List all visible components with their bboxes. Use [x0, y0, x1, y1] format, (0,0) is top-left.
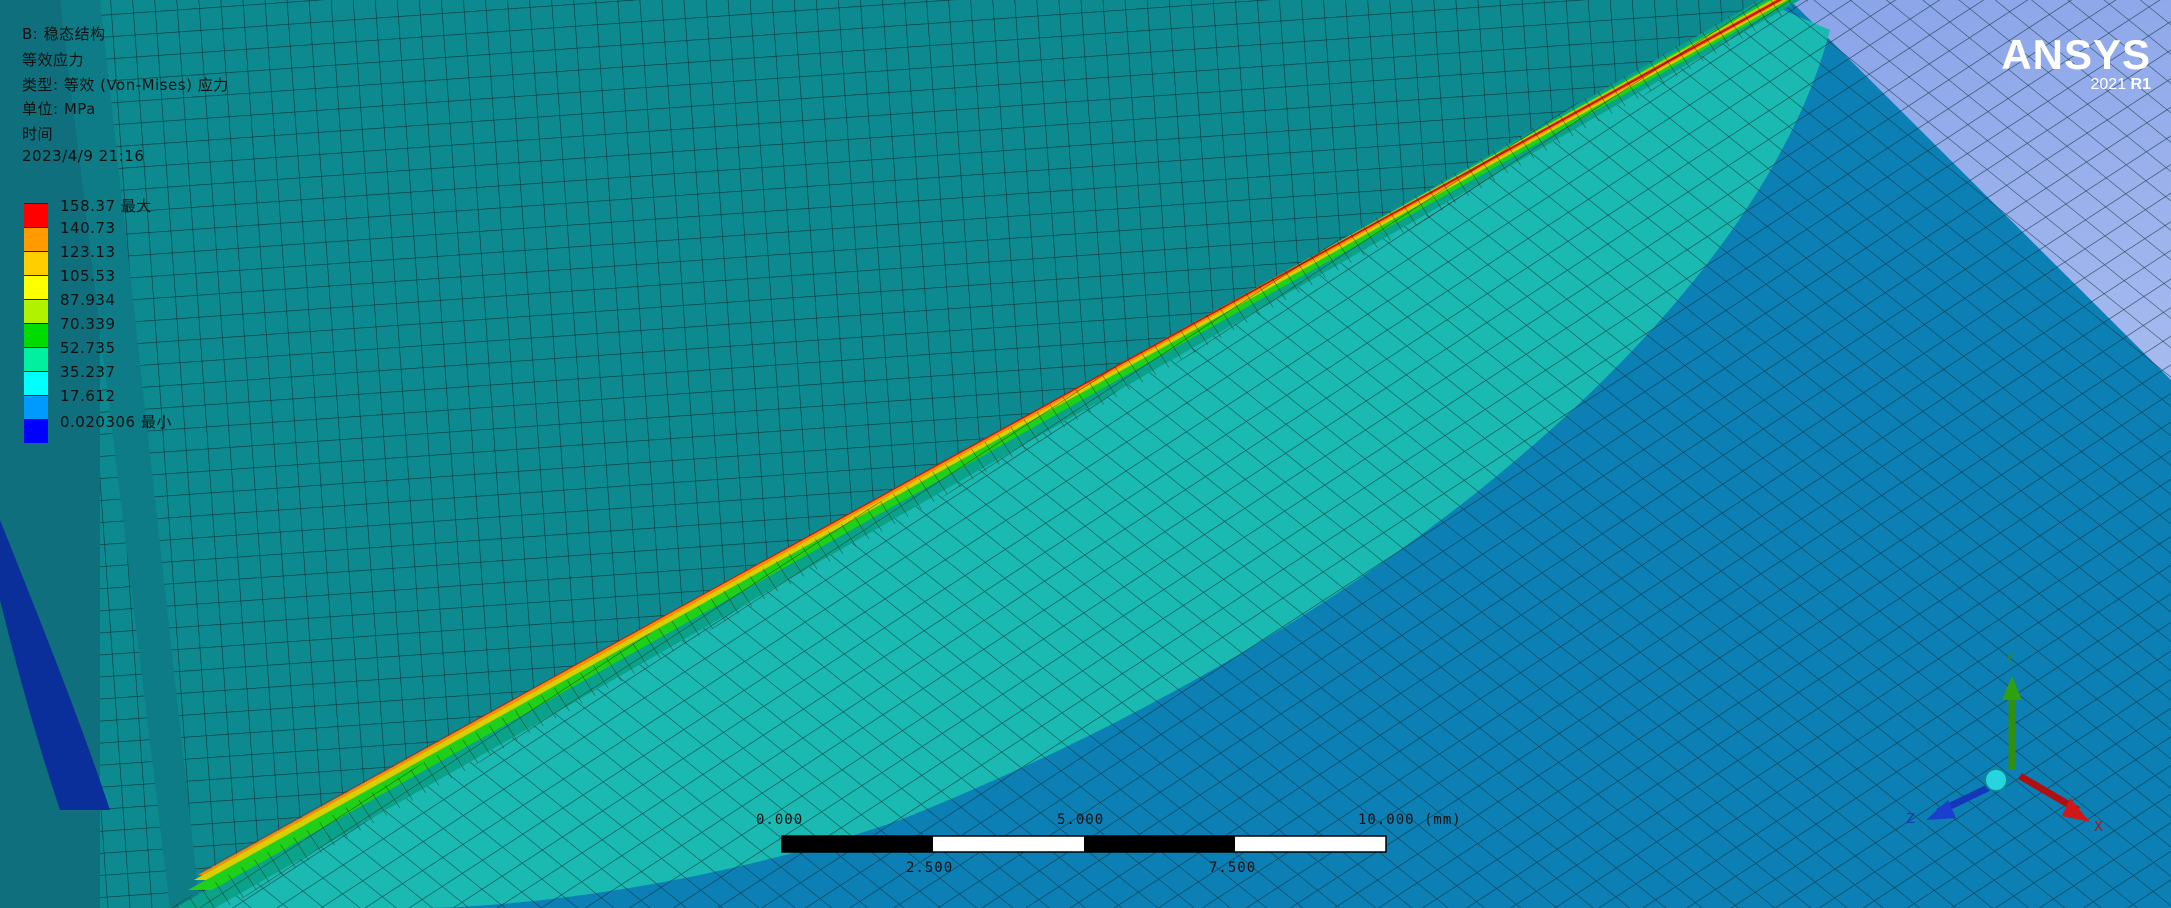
legend-value: 0.020306 最小 [60, 413, 172, 431]
legend-swatch [24, 275, 48, 299]
brand-name: ANSYS [2001, 31, 2151, 78]
scale-label-0: 0.000 [756, 812, 804, 828]
axis-triad [1926, 676, 2090, 822]
result-timestamp: 2023/4/9 21:16 [22, 147, 145, 165]
result-time-label: 时间 [22, 125, 54, 143]
scale-label-2-5: 2.500 [906, 860, 954, 876]
triad-x-label: X [2094, 820, 2103, 835]
legend-swatch [24, 419, 48, 443]
legend-swatch [24, 227, 48, 251]
legend-value: 35.237 [60, 363, 116, 381]
legend-value: 105.53 [60, 267, 116, 285]
brand-version: 2021 R1 [2090, 76, 2152, 93]
triad-z-label: Z [1906, 812, 1915, 827]
scale-label-7-5: 7.500 [1209, 860, 1257, 876]
analysis-name: B: 稳态结构 [22, 25, 106, 43]
legend-swatch [24, 203, 48, 227]
legend-swatch [24, 323, 48, 347]
scale-label-10: 10.000 (mm) [1358, 812, 1462, 828]
legend-value: 140.73 [60, 219, 116, 237]
side-blue-zone [0, 520, 110, 810]
legend-value: 87.934 [60, 291, 116, 309]
legend-swatch [24, 395, 48, 419]
legend-swatch [24, 347, 48, 371]
stress-type: 类型: 等效 (Von-Mises) 应力 [22, 76, 229, 94]
scale-label-5: 5.000 [1057, 812, 1105, 828]
legend-value: 70.339 [60, 315, 116, 333]
scale-bar [781, 835, 1387, 853]
ansys-logo: ANSYS 2021 R1 [2001, 34, 2151, 94]
legend-swatch [24, 251, 48, 275]
triad-y-label: Y [2006, 652, 2014, 667]
legend-swatch [24, 371, 48, 395]
legend-value: 17.612 [60, 387, 116, 405]
legend-value: 158.37 最大 [60, 197, 152, 215]
legend-value: 123.13 [60, 243, 116, 261]
legend-swatch [24, 299, 48, 323]
legend-value: 52.735 [60, 339, 116, 357]
result-type: 等效应力 [22, 51, 85, 69]
result-unit: 单位: MPa [22, 100, 96, 118]
weld-stress-bands [170, 0, 1810, 908]
